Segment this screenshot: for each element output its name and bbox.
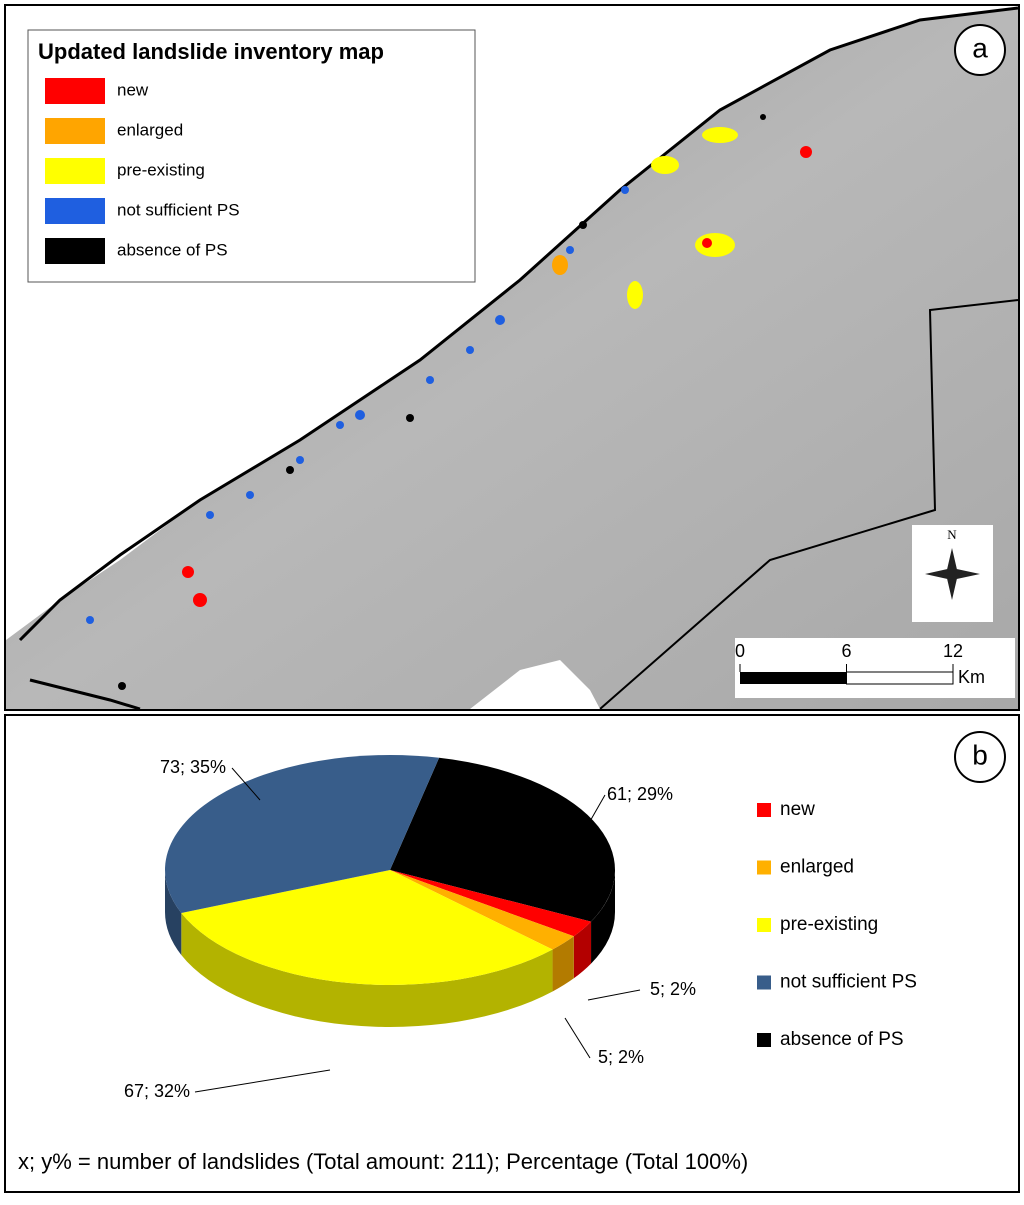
leader-line	[194, 1069, 331, 1093]
scale-box	[735, 638, 1015, 698]
data-label: 73; 35%	[160, 757, 226, 777]
landslide-marker	[627, 281, 643, 309]
legend-label: pre-existing	[780, 914, 878, 935]
leader-line	[587, 989, 641, 1001]
scale-segment	[740, 672, 847, 684]
pie-slice	[181, 870, 553, 1027]
landslide-marker	[246, 491, 254, 499]
legend-swatch	[45, 78, 105, 104]
coastline	[29, 678, 141, 711]
map-legend: new enlarged pre-existing not sufficient PS…	[45, 78, 240, 264]
scale-unit: Km	[958, 667, 985, 687]
landslide-marker	[406, 414, 414, 422]
scale-segment	[846, 671, 954, 685]
panel-label: b	[972, 739, 988, 770]
landslide-marker	[552, 255, 568, 275]
north-arrow	[925, 548, 980, 600]
leader-line	[231, 767, 261, 801]
landslide-marker	[800, 146, 812, 158]
legend-label: enlarged	[780, 857, 854, 878]
data-label: 5; 2%	[650, 979, 696, 999]
panel-label-circle	[954, 731, 1006, 783]
data-label: 67; 32%	[124, 1081, 190, 1101]
landslide-marker	[182, 566, 194, 578]
pie-side	[165, 870, 182, 955]
pie-top	[390, 870, 574, 950]
pie-slice	[390, 870, 592, 979]
north-label: N	[947, 527, 957, 542]
legend-swatch	[757, 860, 771, 875]
landslide-marker	[702, 127, 738, 143]
pie-slice	[165, 754, 440, 955]
landslide-marker	[206, 511, 214, 519]
landslide-marker	[702, 238, 712, 248]
boundary	[599, 299, 1019, 710]
landslide-marker	[286, 466, 294, 474]
pie-top	[390, 870, 592, 937]
scale-tick-label: 12	[943, 641, 963, 661]
legend-swatch	[757, 975, 771, 990]
legend-label: not sufficient PS	[117, 200, 240, 219]
pie-slice	[390, 757, 615, 964]
landslide-marker	[695, 233, 735, 257]
landslide-marker	[336, 421, 344, 429]
legend-swatch	[757, 803, 771, 817]
landslide-marker	[579, 221, 587, 229]
pie-side	[573, 921, 592, 979]
pie-side	[591, 870, 615, 964]
legend-label: pre-existing	[117, 160, 205, 179]
panel-label: a	[972, 32, 988, 63]
landslide-marker	[760, 114, 766, 120]
legend-label: new	[117, 80, 149, 99]
pie-top	[390, 757, 615, 922]
legend-swatch	[45, 198, 105, 224]
landslide-marker	[466, 346, 474, 354]
leader-line	[564, 1017, 591, 1059]
landslide-marker	[651, 156, 679, 174]
coastline	[18, 6, 1019, 642]
landslide-marker	[426, 376, 434, 384]
scale-bar: 0 6 12 Km	[735, 641, 985, 687]
landslide-markers	[86, 114, 812, 690]
legend-swatch	[757, 918, 771, 932]
legend-swatch	[45, 238, 105, 264]
panel-label-circle	[954, 24, 1006, 76]
landslide-marker	[86, 616, 94, 624]
pie-top	[181, 870, 553, 985]
leader-line	[584, 794, 606, 831]
legend-label: absence of PS	[117, 240, 228, 259]
pie-side	[181, 912, 553, 1027]
pie-slice	[390, 870, 574, 992]
legend-swatch	[757, 1033, 771, 1047]
legend-label: absence of PS	[780, 1029, 904, 1050]
landslide-marker	[118, 682, 126, 690]
data-label: 61; 29%	[607, 784, 673, 804]
landslide-marker	[621, 186, 629, 194]
landslide-marker	[296, 456, 304, 464]
map-legend-title: Updated landslide inventory map	[38, 39, 384, 64]
landslide-marker	[566, 246, 574, 254]
landslide-marker	[495, 315, 505, 325]
terrain	[6, 8, 1018, 709]
legend-label: not sufficient PS	[780, 972, 917, 993]
legend-label: enlarged	[117, 120, 183, 139]
pie: 61; 29% 5; 2% 5; 2% 67; 32% 73; 35% new enlarg…	[124, 754, 917, 1101]
legend-label: new	[780, 799, 815, 820]
landslide-marker	[355, 410, 365, 420]
scale-tick-label: 0	[735, 641, 745, 661]
legend-swatch	[45, 118, 105, 144]
water	[470, 660, 600, 709]
scale-tick-label: 6	[841, 641, 851, 661]
legend-swatch	[45, 158, 105, 184]
pie-top	[165, 754, 440, 913]
pie-side	[552, 936, 574, 992]
data-label: 5; 2%	[598, 1047, 644, 1067]
chart-note: x; y% = number of landslides (Total amou…	[18, 1149, 748, 1174]
landslide-marker	[193, 593, 207, 607]
